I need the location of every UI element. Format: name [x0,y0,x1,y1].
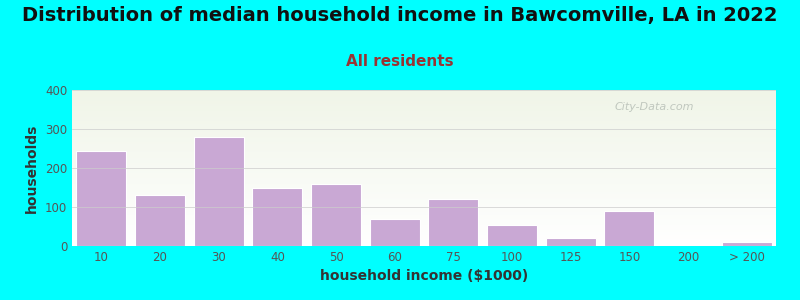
X-axis label: household income ($1000): household income ($1000) [320,269,528,284]
Bar [487,224,537,246]
Bar [429,199,478,246]
Y-axis label: households: households [26,123,39,213]
Bar [605,211,654,246]
Bar [135,195,185,246]
Bar [77,151,126,246]
Text: City-Data.com: City-Data.com [614,103,694,112]
Bar [546,238,595,246]
Bar [253,188,302,246]
Bar [311,184,361,246]
Text: All residents: All residents [346,54,454,69]
Bar [370,220,419,246]
Bar [194,137,243,246]
Bar [722,242,771,246]
Text: Distribution of median household income in Bawcomville, LA in 2022: Distribution of median household income … [22,6,778,25]
